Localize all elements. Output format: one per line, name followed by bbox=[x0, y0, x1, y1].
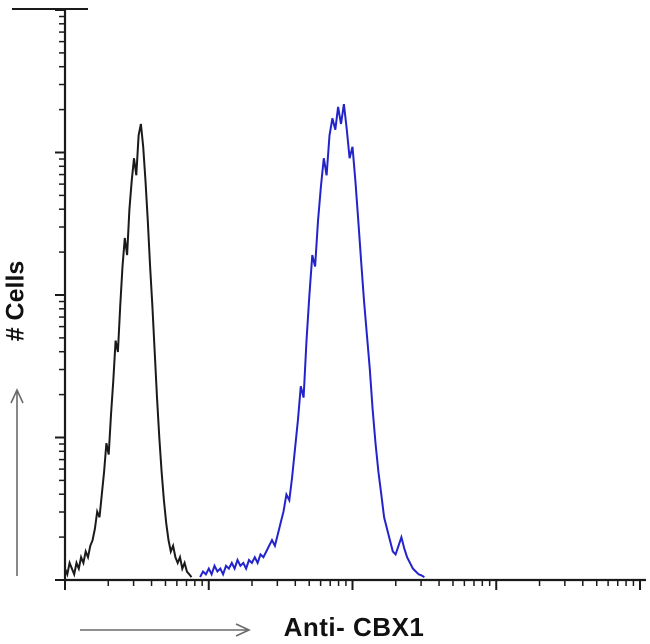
x-axis-ticks bbox=[64, 580, 641, 590]
x-axis-arrow-icon bbox=[80, 623, 251, 637]
y-axis-label: # Cells bbox=[1, 260, 30, 342]
y-axis-arrow-icon bbox=[10, 388, 24, 576]
y-axis-ticks bbox=[55, 9, 65, 581]
blue-outline-histogram-curve bbox=[199, 103, 425, 578]
black-outline-histogram-curve bbox=[64, 123, 193, 578]
x-axis-label: Anti- CBX1 bbox=[283, 612, 425, 642]
